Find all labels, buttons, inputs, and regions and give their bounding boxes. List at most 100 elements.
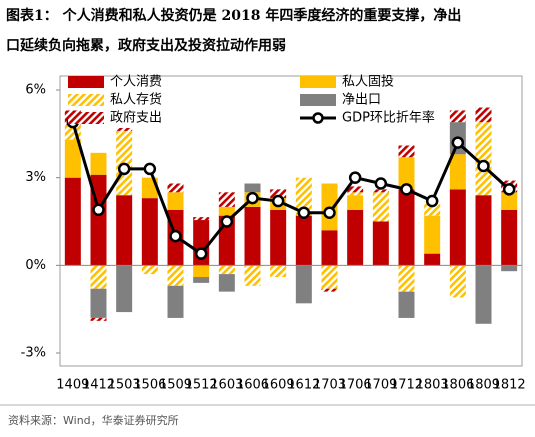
x-tick-label: 1512 [185,378,218,393]
x-tick-label: 1509 [159,378,192,393]
bar [449,154,466,190]
bar [424,215,441,254]
line [71,121,511,256]
bar [218,274,235,292]
legend-swatch [68,112,104,124]
x-tick-label: 1709 [364,378,397,393]
line-marker [297,206,311,219]
bar [372,221,389,266]
bar [64,177,81,266]
legend-label: 个人消费 [110,75,162,90]
legend-marker [312,112,324,124]
source: 资料来源：Wind，华泰证券研究所 [8,413,179,427]
x-tick-label: 1409 [56,378,89,393]
x-tick-label: 1706 [339,378,372,393]
line-marker [374,177,388,190]
bar [295,215,312,266]
legend-swatch [300,76,336,88]
line-marker [502,183,516,196]
chart-title: 图表1： 个人消费和私人投资仍是 2018 年四季度经济的重要支撑，净出 [6,7,461,24]
bar [90,317,107,321]
bar [116,195,133,266]
x-tick-label: 1712 [390,378,423,393]
bar [449,189,466,266]
x-tick-label: 1503 [108,378,141,393]
bar [90,265,107,289]
bar [270,209,287,266]
bar [270,189,287,199]
bar [64,139,81,178]
bar [295,265,312,304]
bar [398,265,415,292]
legend-label: 私人固投 [342,74,394,90]
bar [424,253,441,266]
chart-title: 口延续负向拖累，政府支出及投资拉动作用弱 [6,37,286,54]
bar [398,145,415,158]
bar [475,265,492,324]
bar [398,189,415,266]
x-tick-label: 1603 [210,378,243,393]
bar [449,265,466,298]
bar [475,122,492,196]
bar [321,265,338,289]
bar [372,189,389,193]
bar [295,177,312,216]
legend-label: 净出口 [342,93,381,108]
legend-swatch [68,76,104,88]
line-marker [246,191,259,205]
bar [475,195,492,266]
line-marker [92,203,105,217]
bar [501,265,518,272]
legend-swatch [300,94,336,106]
x-tick-label: 1812 [493,378,526,393]
bar [449,110,466,123]
bar [372,192,389,222]
bar [347,195,364,210]
x-tick-label: 1606 [236,378,269,393]
bar [501,209,518,266]
line-marker [425,194,439,208]
bar [398,157,415,190]
bar [347,192,364,196]
legend-label: GDP环比折年率 [342,110,435,126]
bar [167,192,184,210]
y-tick-label: 3% [25,170,46,185]
bar [218,192,235,207]
bar [244,206,261,266]
line-marker [477,159,490,173]
legend-swatch [68,94,104,106]
bar [141,265,158,275]
y-tick-label: -3% [21,346,46,361]
legend-label: 政府支出 [110,111,162,126]
x-tick-label: 1412 [82,378,115,393]
bar [141,198,158,266]
x-tick-label: 1809 [467,378,500,393]
bar [193,277,210,283]
line-marker [451,136,465,149]
plot-frame [59,75,523,367]
bar [218,265,235,275]
bar [244,265,261,286]
line-marker [117,162,131,176]
line-marker [323,206,336,219]
x-tick-label: 1703 [313,378,346,393]
x-tick-label: 1609 [262,378,295,393]
bar [475,107,492,123]
bar [167,183,184,193]
x-tick-label: 1803 [416,378,449,393]
y-tick-label: 6% [25,83,46,98]
line-marker [143,162,157,176]
bar [347,209,364,266]
bar [167,285,184,318]
line-marker [220,215,234,228]
x-tick-label: 1612 [287,378,320,393]
line-marker [400,183,413,196]
bar [398,291,415,318]
bar [501,192,518,210]
bar [347,186,364,193]
bar [167,265,184,286]
bar [193,265,210,278]
bar [90,152,107,175]
bar [321,230,338,266]
